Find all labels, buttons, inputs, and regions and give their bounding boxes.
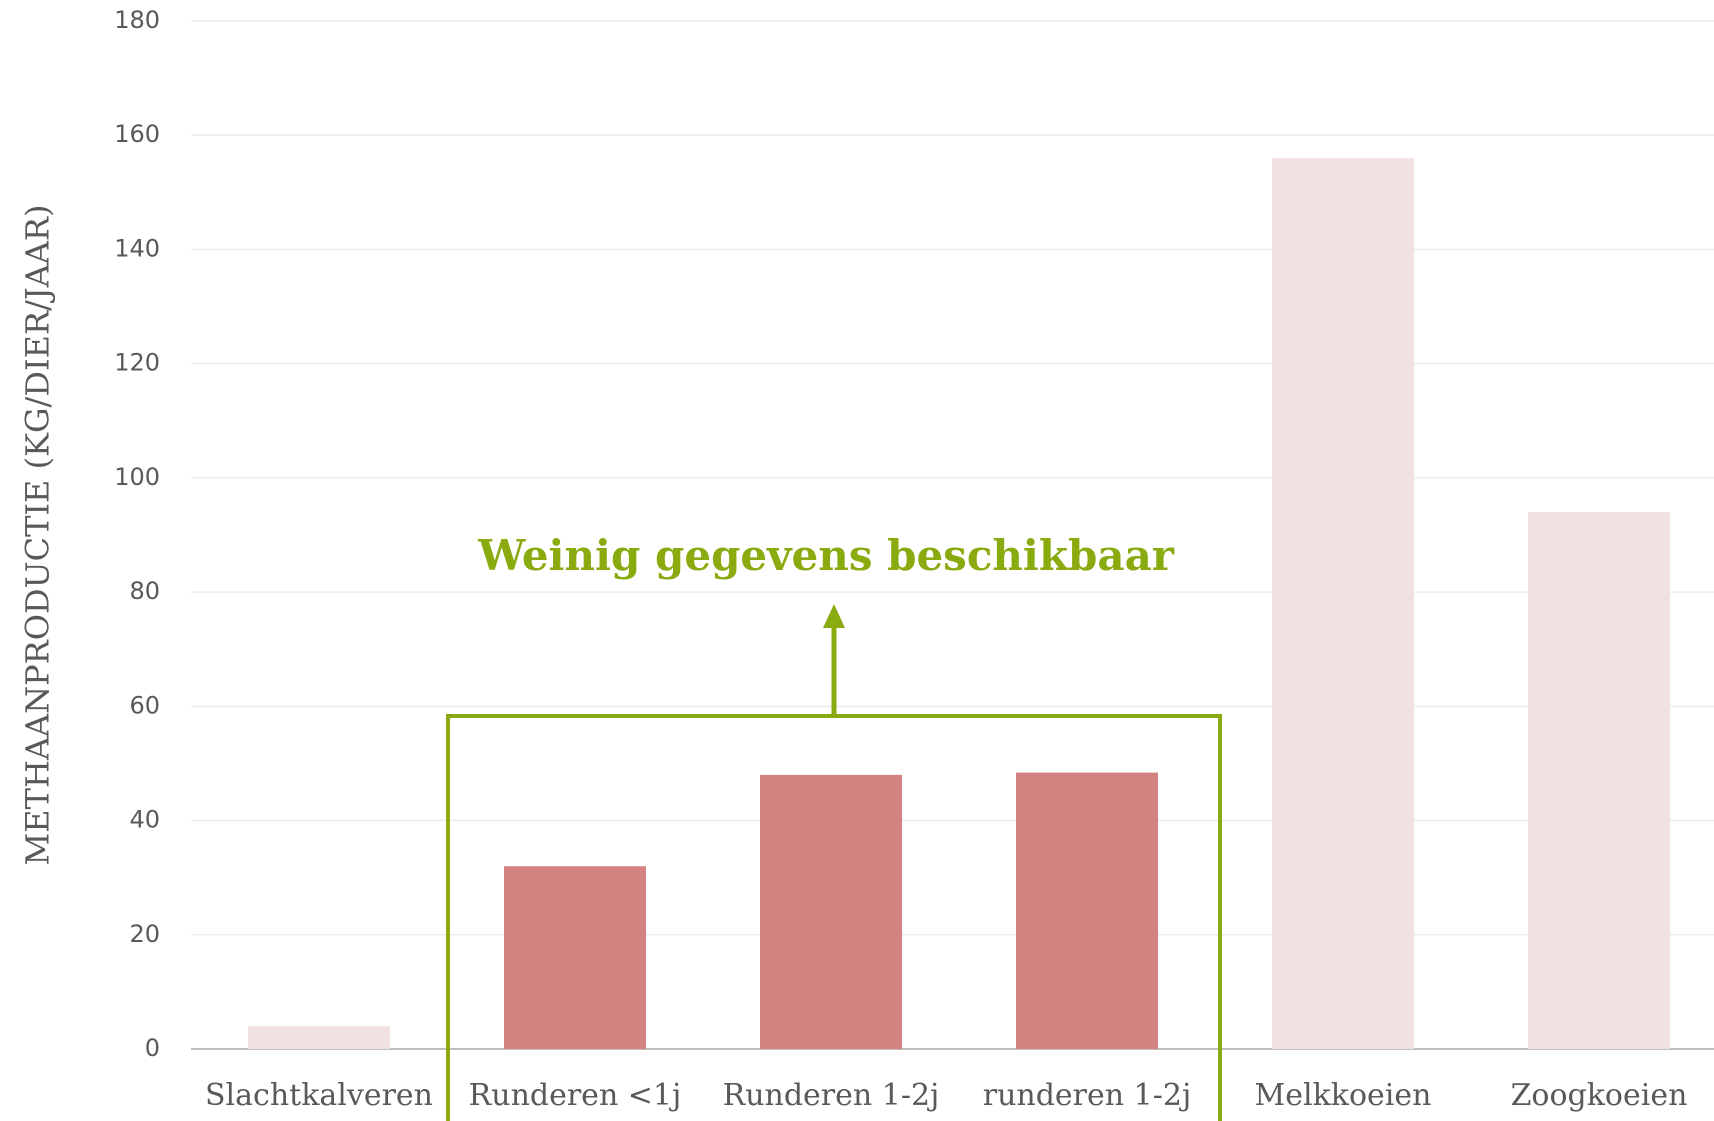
y-tick-label: 100 xyxy=(114,463,160,491)
x-tick-label: runderen 1-2j xyxy=(983,1078,1192,1113)
x-tick-label: Slachtkalveren xyxy=(205,1078,433,1113)
bar xyxy=(760,774,902,1049)
x-tick-label: Runderen <1j xyxy=(469,1078,682,1113)
bar xyxy=(1016,772,1158,1049)
y-tick-label: 80 xyxy=(129,577,160,605)
x-tick-label: Zoogkoeien xyxy=(1511,1078,1688,1113)
y-axis-label: METHAANPRODUCTIE (KG/DIER/JAAR) xyxy=(19,205,57,866)
annotation-arrowhead xyxy=(823,604,845,628)
bar xyxy=(248,1026,390,1049)
bar xyxy=(1528,512,1670,1049)
y-tick-label: 20 xyxy=(129,920,160,948)
annotation: Weinig gegevens beschikbaar xyxy=(477,531,1175,580)
bar xyxy=(504,866,646,1049)
y-tick-label: 60 xyxy=(129,691,160,719)
y-tick-label: 140 xyxy=(114,234,160,262)
y-tick-label: 40 xyxy=(129,806,160,834)
y-tick-label: 120 xyxy=(114,349,160,377)
x-tick-label: Melkkoeien xyxy=(1255,1078,1432,1113)
y-tick-label: 180 xyxy=(114,6,160,34)
x-tick-label: Runderen 1-2j xyxy=(723,1078,940,1113)
y-tick-label: 160 xyxy=(114,120,160,148)
bar xyxy=(1272,158,1414,1050)
y-tick-label: 0 xyxy=(145,1034,160,1062)
